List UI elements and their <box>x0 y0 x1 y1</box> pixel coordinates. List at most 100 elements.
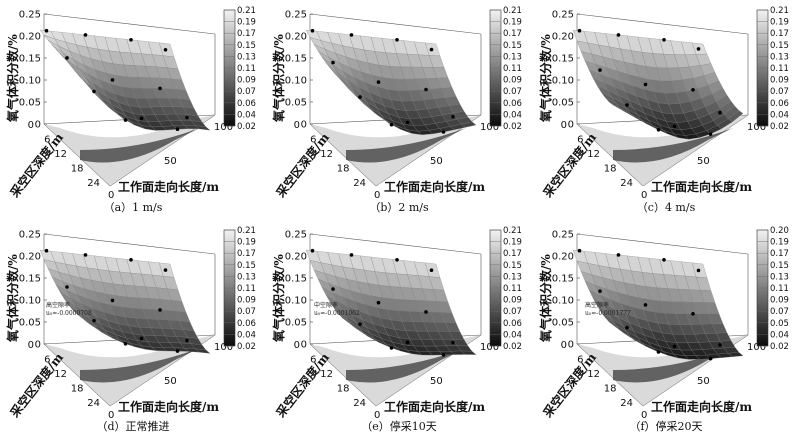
colorbar-tick-label: 0.15 <box>503 41 522 51</box>
sample-point <box>451 340 455 345</box>
colorbar-tick-label: 0.09 <box>770 296 789 306</box>
surface-mesh <box>39 249 211 354</box>
surface-patch <box>460 350 477 355</box>
y-tick-label: 18 <box>604 384 617 395</box>
colorbar-tick-label: 0.19 <box>237 18 256 28</box>
colorbar-tick-label: 0.07 <box>503 87 522 97</box>
colorbar-tick-label: 0.19 <box>237 238 256 248</box>
colorbar-tick-label: 0.13 <box>503 52 522 62</box>
x-axis-label: 工作面走向长度/m <box>384 400 486 414</box>
colorbar-tick-label: 0.09 <box>770 76 789 86</box>
x-tick-label: 50 <box>164 156 177 167</box>
chart-panel: 0 0.05 0.10 0.15 0.20 0.25 0 50 100 0 6 12 18 24 0.21 0… <box>0 220 266 439</box>
y-tick-label: 18 <box>71 384 84 395</box>
colorbar-tick-label: 0.11 <box>770 64 789 74</box>
chart-panel: 0 0.05 0.10 0.15 0.20 0.25 0 50 100 0 6 12 18 24 0.21 0… <box>266 220 532 439</box>
colorbar-tick-label: 0.07 <box>237 307 256 317</box>
x-tick-label: 0 <box>108 410 114 421</box>
colorbar-tick-label: 0.06 <box>503 319 522 329</box>
sample-point <box>672 344 677 349</box>
z-tick-label: 0.20 <box>285 32 307 43</box>
colorbar-tick-label: 0.04 <box>770 330 789 340</box>
y-tick-label: 6 <box>577 135 583 146</box>
colorbar-tick-label: 0.13 <box>503 272 522 282</box>
sample-point <box>358 95 362 99</box>
z-tick-label: 0 <box>35 120 41 131</box>
panel-caption: （c）4 m/s <box>636 201 696 214</box>
x-tick-label: 0 <box>641 190 647 201</box>
z-tick-label: 0.15 <box>552 274 574 285</box>
surface-mesh <box>305 29 477 135</box>
sample-points <box>577 248 722 361</box>
y-tick-label: 12 <box>54 149 67 160</box>
surface-plot: 00.050.100.150.200.25050100061218240.210… <box>285 6 522 201</box>
panel-caption: （f）停采20天 <box>629 420 703 433</box>
sample-point <box>696 268 701 273</box>
sample-point <box>158 308 162 312</box>
sample-point <box>163 268 168 272</box>
z-tick-label: 0.20 <box>552 32 574 43</box>
colorbar-tick-label: 0.15 <box>237 261 256 271</box>
z-tick-label: 0.25 <box>285 230 307 241</box>
z-tick-label: 0.05 <box>285 318 307 329</box>
sample-point <box>163 48 168 52</box>
sample-point <box>185 115 189 120</box>
colorbar-tick-label: 0.11 <box>503 64 522 74</box>
colorbar-tick-label: 0.17 <box>237 29 256 39</box>
x-tick-label: 100 <box>480 122 499 133</box>
sample-point <box>662 38 666 42</box>
x-tick-label: 50 <box>430 156 443 167</box>
z-tick-label: 0.20 <box>19 32 41 43</box>
colorbar-tick-label: 0.19 <box>503 18 522 28</box>
z-tick-label: 0 <box>568 340 574 351</box>
z-tick-label: 0.10 <box>552 296 574 307</box>
z-tick-label: 0.10 <box>19 76 41 87</box>
colorbar-tick-label: 0.11 <box>237 64 256 74</box>
colorbar-tick-label: 0.20 <box>770 226 789 236</box>
colorbar-tick-label: 0.19 <box>770 238 789 248</box>
sample-point <box>424 87 428 92</box>
colorbar-tick-label: 0.11 <box>237 284 256 294</box>
sample-points <box>310 248 455 357</box>
x-tick-label: 0 <box>374 190 380 201</box>
surface-patch <box>460 121 477 128</box>
sample-point <box>451 114 455 119</box>
z-axis-label: 氧气体积分数/% <box>272 34 286 122</box>
x-tick-label: 50 <box>164 376 177 387</box>
x-axis-label: 工作面走向长度/m <box>118 180 220 194</box>
sample-point <box>598 289 602 293</box>
colorbar-tick-label: 0.21 <box>503 226 522 236</box>
sample-point <box>441 130 446 134</box>
y-tick-label: 12 <box>320 149 333 160</box>
x-tick-label: 50 <box>697 376 710 387</box>
surface-mesh <box>39 29 211 131</box>
colorbar-tick-label: 0.06 <box>237 99 256 109</box>
colorbar-tick-label: 0.17 <box>503 29 522 39</box>
z-tick-label: 0.10 <box>552 76 574 87</box>
sample-point <box>672 124 677 129</box>
surface-plot: 00.050.100.150.200.25050100061218240.210… <box>19 6 256 201</box>
annotation-line: u₀=-0.0000708 <box>46 310 92 317</box>
colorbar-tick-label: 0.15 <box>503 261 522 271</box>
surface-mesh <box>305 249 477 356</box>
colorbar-tick-label: 0.13 <box>770 52 789 62</box>
y-tick-label: 0 <box>294 340 300 351</box>
colorbar-tick-label: 0.06 <box>770 99 789 109</box>
sample-point <box>65 56 69 60</box>
sample-point <box>708 132 713 136</box>
x-tick-label: 0 <box>374 410 380 421</box>
y-tick-label: 24 <box>620 398 633 409</box>
surface-patch <box>727 110 744 123</box>
panel-caption: （a）1 m/s <box>103 201 163 214</box>
y-tick-label: 18 <box>71 164 84 175</box>
panel-caption: （e）停采10天 <box>361 420 437 433</box>
colorbar-tick-label: 0.05 <box>770 319 789 329</box>
colorbar-tick-label: 0.07 <box>237 87 256 97</box>
sample-point <box>656 350 661 354</box>
y-tick-label: 12 <box>587 149 600 160</box>
sample-point <box>331 287 335 291</box>
z-tick-label: 0.20 <box>285 252 307 263</box>
y-tick-label: 24 <box>353 398 366 409</box>
chart-panel: 0 0.05 0.10 0.15 0.20 0.25 0 50 100 0 6 12 18 24 0.20 0… <box>533 220 799 439</box>
sample-point <box>616 33 621 37</box>
